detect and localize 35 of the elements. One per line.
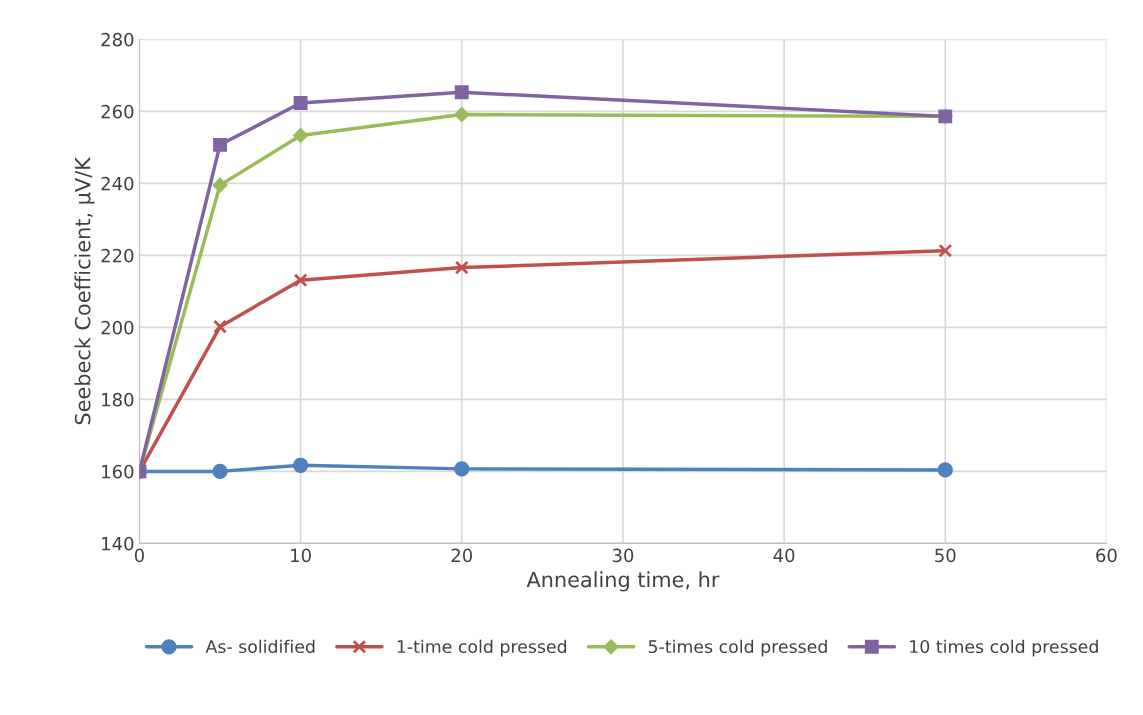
legend-label: As- solidified <box>205 639 315 654</box>
point <box>212 463 228 480</box>
point <box>212 177 228 193</box>
x-axis-title: Annealing time, hr <box>526 571 720 592</box>
point <box>292 457 309 473</box>
x-tick-label: 30 <box>612 548 634 563</box>
y-tick-label: 220 <box>101 248 134 263</box>
legend-label: 1-time cold pressed <box>397 639 567 657</box>
point <box>293 96 308 110</box>
y-tick-label: 280 <box>101 32 134 47</box>
point <box>454 85 469 100</box>
y-tick-label: 200 <box>101 320 134 335</box>
point <box>293 273 308 288</box>
point <box>938 243 953 258</box>
x-tick-label: 60 <box>1096 548 1117 563</box>
legend-label: 10 times cold pressed <box>910 639 1098 657</box>
legend-label: 5-times cold pressed <box>648 639 827 657</box>
point <box>213 319 227 334</box>
point <box>293 127 309 144</box>
x-tick-label: 10 <box>291 548 311 563</box>
point <box>454 260 469 275</box>
y-tick-label: 160 <box>102 464 134 479</box>
point <box>937 462 953 478</box>
y-tick-label: 240 <box>101 176 134 191</box>
x-tick-label: 50 <box>935 548 956 563</box>
y-tick-label: 260 <box>101 104 134 119</box>
x-tick-label: 20 <box>451 548 473 563</box>
x-tick-label: 40 <box>773 548 795 563</box>
point <box>213 137 227 152</box>
point <box>454 461 470 477</box>
point <box>454 107 470 123</box>
y-axis-title: Seebeck Coefficient, µV/K <box>74 156 95 425</box>
x-tick-label: 0 <box>134 548 144 563</box>
y-tick-label: 140 <box>102 536 134 551</box>
y-tick-label: 180 <box>102 392 134 407</box>
